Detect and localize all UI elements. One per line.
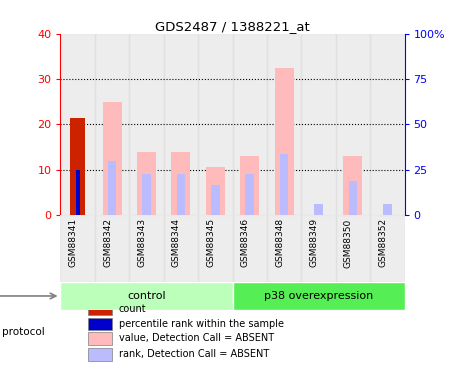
Text: GSM88344: GSM88344 bbox=[172, 218, 181, 267]
Text: GSM88345: GSM88345 bbox=[206, 218, 215, 267]
Bar bbox=[232, 215, 267, 282]
Bar bbox=[108, 160, 116, 215]
Text: percentile rank within the sample: percentile rank within the sample bbox=[119, 319, 284, 329]
Text: GSM88349: GSM88349 bbox=[310, 218, 319, 267]
Bar bbox=[103, 102, 121, 215]
Bar bbox=[164, 215, 198, 282]
Bar bbox=[280, 154, 288, 215]
Bar bbox=[129, 34, 164, 215]
Bar bbox=[70, 117, 86, 215]
Bar bbox=[88, 302, 112, 315]
Text: control: control bbox=[127, 291, 166, 301]
Bar bbox=[383, 204, 392, 215]
Bar bbox=[60, 34, 95, 215]
Bar bbox=[336, 215, 370, 282]
Bar bbox=[206, 167, 225, 215]
Text: GSM88346: GSM88346 bbox=[241, 218, 250, 267]
Bar bbox=[370, 215, 405, 282]
Text: GSM88342: GSM88342 bbox=[103, 218, 112, 267]
Bar bbox=[198, 34, 232, 215]
Text: GSM88352: GSM88352 bbox=[379, 218, 387, 267]
Bar bbox=[142, 174, 151, 215]
Text: protocol: protocol bbox=[2, 327, 45, 337]
Bar bbox=[60, 282, 232, 310]
Bar bbox=[349, 181, 357, 215]
Bar bbox=[267, 215, 301, 282]
Title: GDS2487 / 1388221_at: GDS2487 / 1388221_at bbox=[155, 20, 310, 33]
Bar bbox=[232, 282, 405, 310]
Text: rank, Detection Call = ABSENT: rank, Detection Call = ABSENT bbox=[119, 350, 269, 359]
Text: value, Detection Call = ABSENT: value, Detection Call = ABSENT bbox=[119, 333, 274, 344]
Bar bbox=[370, 34, 405, 215]
Bar bbox=[232, 34, 267, 215]
Bar bbox=[172, 152, 190, 215]
Bar bbox=[336, 34, 370, 215]
Bar bbox=[129, 215, 164, 282]
Bar bbox=[211, 186, 219, 215]
Bar bbox=[60, 215, 95, 282]
Text: GSM88348: GSM88348 bbox=[275, 218, 284, 267]
Bar bbox=[88, 332, 112, 345]
Bar bbox=[76, 170, 80, 215]
Bar bbox=[177, 174, 185, 215]
Bar bbox=[275, 68, 293, 215]
Bar bbox=[267, 34, 301, 215]
Text: count: count bbox=[119, 304, 146, 313]
Bar bbox=[246, 174, 254, 215]
Bar bbox=[88, 348, 112, 361]
Text: GSM88341: GSM88341 bbox=[69, 218, 78, 267]
Bar bbox=[95, 215, 129, 282]
Text: GSM88343: GSM88343 bbox=[138, 218, 146, 267]
Bar bbox=[344, 156, 362, 215]
Bar bbox=[198, 215, 232, 282]
Bar bbox=[240, 156, 259, 215]
Bar bbox=[301, 34, 336, 215]
Bar bbox=[164, 34, 198, 215]
Text: GSM88350: GSM88350 bbox=[344, 218, 353, 267]
Bar bbox=[301, 215, 336, 282]
Bar bbox=[314, 204, 323, 215]
Bar bbox=[88, 318, 112, 330]
Text: p38 overexpression: p38 overexpression bbox=[264, 291, 373, 301]
Bar bbox=[137, 152, 156, 215]
Bar bbox=[95, 34, 129, 215]
